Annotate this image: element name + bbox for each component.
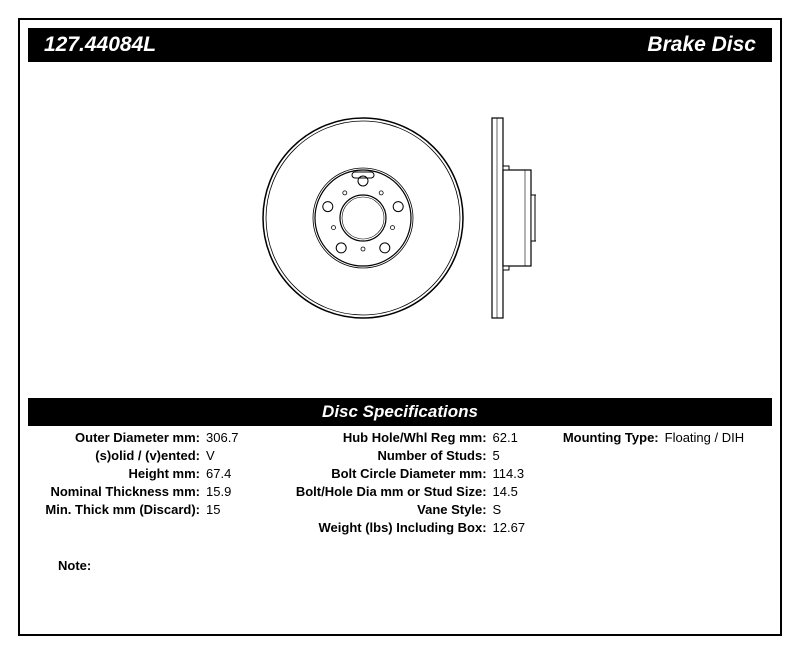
spec-row: Number of Studs:5 <box>283 448 557 463</box>
document-frame: 127.44084L Brake Disc <box>18 18 782 636</box>
spec-column-1: Outer Diameter mm:306.7 (s)olid / (v)ent… <box>28 430 283 535</box>
spec-column-2: Hub Hole/Whl Reg mm:62.1 Number of Studs… <box>283 430 557 535</box>
spec-row: Nominal Thickness mm:15.9 <box>28 484 283 499</box>
spec-value: 62.1 <box>493 430 518 445</box>
spec-value: 5 <box>493 448 500 463</box>
spec-label: Height mm: <box>28 466 206 481</box>
note-label: Note: <box>58 558 91 573</box>
spec-label: (s)olid / (v)ented: <box>28 448 206 463</box>
spec-label: Outer Diameter mm: <box>28 430 206 445</box>
spec-label: Mounting Type: <box>557 430 665 445</box>
spec-label: Weight (lbs) Including Box: <box>283 520 493 535</box>
spec-row: Vane Style:S <box>283 502 557 517</box>
document-title: Brake Disc <box>647 33 756 57</box>
spec-value: Floating / DIH <box>665 430 744 445</box>
spec-value: 306.7 <box>206 430 239 445</box>
spec-row: Min. Thick mm (Discard):15 <box>28 502 283 517</box>
spec-label: Bolt/Hole Dia mm or Stud Size: <box>283 484 493 499</box>
spec-section-header: Disc Specifications <box>28 398 772 426</box>
spec-value: 114.3 <box>493 466 525 481</box>
header-bar: 127.44084L Brake Disc <box>28 28 772 62</box>
spec-label: Nominal Thickness mm: <box>28 484 206 499</box>
spec-section-title: Disc Specifications <box>322 402 478 422</box>
specs-grid: Outer Diameter mm:306.7 (s)olid / (v)ent… <box>28 430 772 535</box>
spec-row: Outer Diameter mm:306.7 <box>28 430 283 445</box>
spec-label: Bolt Circle Diameter mm: <box>283 466 493 481</box>
spec-row: (s)olid / (v)ented:V <box>28 448 283 463</box>
spec-row: Mounting Type:Floating / DIH <box>557 430 772 445</box>
disc-side-view <box>490 115 540 321</box>
spec-value: 67.4 <box>206 466 231 481</box>
spec-value: 12.67 <box>493 520 526 535</box>
spec-row: Bolt Circle Diameter mm:114.3 <box>283 466 557 481</box>
spec-label: Min. Thick mm (Discard): <box>28 502 206 517</box>
spec-label: Hub Hole/Whl Reg mm: <box>283 430 493 445</box>
spec-row: Weight (lbs) Including Box:12.67 <box>283 520 557 535</box>
spec-value: 15.9 <box>206 484 231 499</box>
spec-value: 15 <box>206 502 220 517</box>
part-number: 127.44084L <box>44 33 156 57</box>
spec-value: V <box>206 448 215 463</box>
spec-row: Height mm:67.4 <box>28 466 283 481</box>
spec-value: 14.5 <box>493 484 518 499</box>
spec-label: Number of Studs: <box>283 448 493 463</box>
spec-row: Bolt/Hole Dia mm or Stud Size:14.5 <box>283 484 557 499</box>
spec-label: Vane Style: <box>283 502 493 517</box>
spec-value: S <box>493 502 502 517</box>
spec-column-3: Mounting Type:Floating / DIH <box>557 430 772 535</box>
spec-row: Hub Hole/Whl Reg mm:62.1 <box>283 430 557 445</box>
diagram-area <box>20 78 780 358</box>
disc-face-view <box>260 115 466 321</box>
